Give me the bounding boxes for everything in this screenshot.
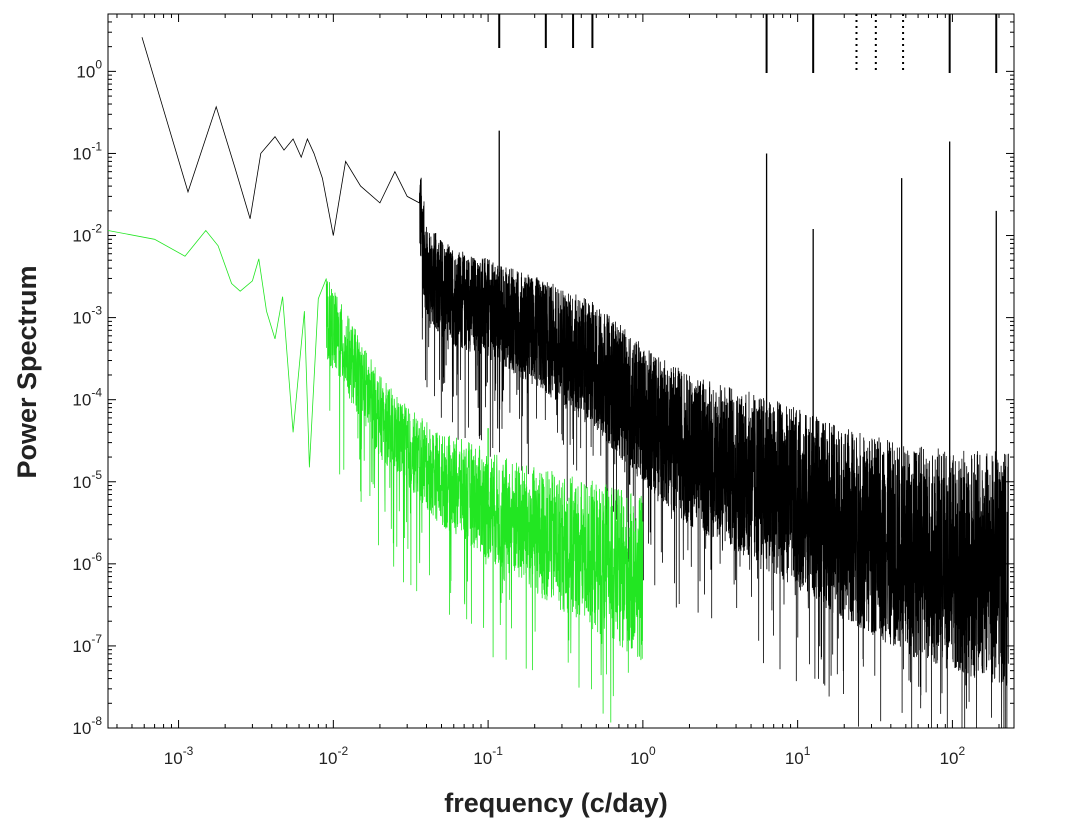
y-tick-label-exponent: 0 [95, 57, 102, 71]
y-tick-label-base: 10 [72, 144, 91, 163]
marker-lines [498, 14, 998, 73]
x-tick-label-exponent: -2 [337, 744, 348, 758]
y-tick-label-exponent: -1 [91, 139, 102, 153]
x-tick-label-base: 10 [940, 749, 959, 768]
y-tick-label: 10-8 [72, 714, 102, 738]
x-tick-label-base: 10 [164, 749, 183, 768]
y-tick-label-exponent: -2 [91, 222, 102, 236]
y-tick-label-base: 10 [72, 391, 91, 410]
x-tick-label: 10-1 [473, 744, 503, 768]
x-tick-label-base: 10 [319, 749, 338, 768]
x-tick-label-exponent: 0 [649, 744, 656, 758]
axis-ticks [108, 13, 1014, 729]
y-tick-label-base: 10 [72, 719, 91, 738]
y-tick-label-exponent: -8 [91, 714, 102, 728]
x-tick-label: 102 [940, 744, 966, 768]
x-tick-label: 10-2 [319, 744, 349, 768]
y-tick-label-exponent: -4 [91, 386, 102, 400]
plot-area [107, 13, 1015, 729]
y-tick-label-base: 10 [76, 62, 95, 81]
y-tick-label-exponent: -5 [91, 468, 102, 482]
x-tick-label-exponent: -1 [492, 744, 503, 758]
y-tick-label: 10-5 [72, 468, 102, 492]
y-tick-label: 10-7 [72, 632, 102, 656]
y-tick-label-base: 10 [72, 637, 91, 656]
x-tick-label: 101 [785, 744, 811, 768]
y-tick-label-exponent: -7 [91, 632, 102, 646]
y-tick-label-base: 10 [72, 473, 91, 492]
x-tick-label-base: 10 [785, 749, 804, 768]
x-tick-label-base: 10 [473, 749, 492, 768]
y-tick-label-base: 10 [72, 227, 91, 246]
y-tick-label: 10-6 [72, 550, 102, 574]
x-tick-label-exponent: -3 [183, 744, 194, 758]
series-line-black [141, 37, 1009, 729]
y-axis-title: Power Spectrum [12, 265, 42, 478]
y-tick-label: 10-4 [72, 386, 102, 410]
y-tick-label-base: 10 [72, 309, 91, 328]
y-tick-label: 100 [76, 57, 102, 81]
y-tick-label-exponent: -6 [91, 550, 102, 564]
plot-frame [107, 13, 1015, 729]
x-axis-title: frequency (c/day) [444, 788, 668, 818]
series-layer [107, 37, 1009, 729]
x-tick-label: 10-3 [164, 744, 194, 768]
x-tick-label-exponent: 1 [804, 744, 811, 758]
tick-labels: 10-3 10-2 10-1 100 101 10210-810-710-610-510-… [72, 57, 965, 768]
y-tick-label: 10-3 [72, 304, 102, 328]
series-line-green [107, 229, 644, 723]
y-tick-label-exponent: -3 [91, 304, 102, 318]
x-tick-label-exponent: 2 [959, 744, 966, 758]
y-tick-label-base: 10 [72, 555, 91, 574]
y-tick-label: 10-2 [72, 222, 102, 246]
y-tick-label: 10-1 [72, 139, 102, 163]
x-tick-label: 100 [630, 744, 656, 768]
x-tick-label-base: 10 [630, 749, 649, 768]
